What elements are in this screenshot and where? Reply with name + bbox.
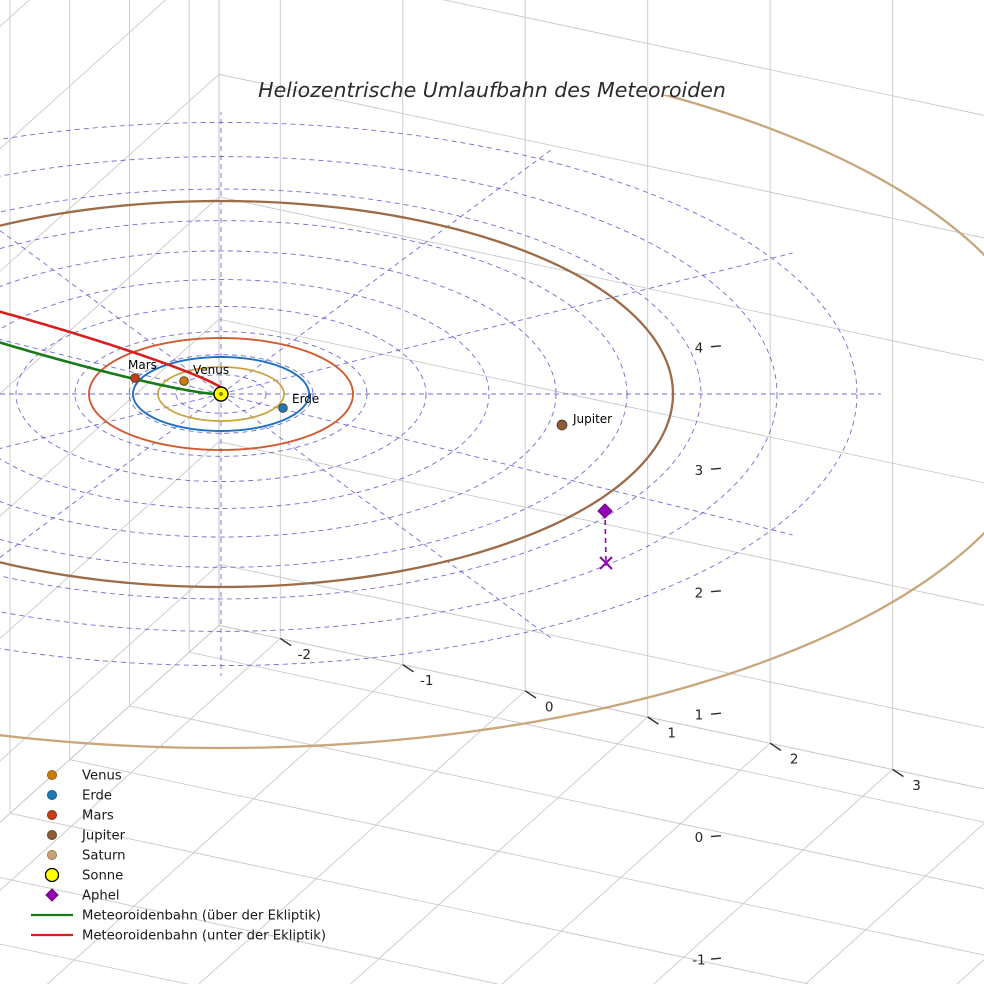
legend-marker-6 (45, 888, 59, 902)
orbit-venus (157, 366, 285, 422)
legend-label-1: Erde (82, 789, 112, 804)
y-tick-label: 2 (790, 752, 799, 768)
y-tick-label-mark (892, 768, 904, 778)
legend-label-7: Meteoroidenbahn (über der Ekliptik) (82, 909, 321, 924)
legend-label-2: Mars (82, 809, 114, 824)
z-tick-label: 3 (695, 463, 704, 479)
wall-gridline (0, 563, 220, 762)
legend-label-0: Venus (82, 769, 122, 784)
orbit-erde (132, 356, 310, 432)
floor-gridline (349, 716, 648, 984)
floor-gridline (198, 690, 526, 984)
legend: Venus Erde Mars Jupiter Saturn Sonne Aphel Mete… (31, 769, 326, 944)
wall-gridline (0, 196, 220, 395)
orbit-saturn (0, 95, 984, 750)
z-tick-label-mark (710, 467, 721, 470)
body-marker-mars[interactable] (130, 373, 140, 383)
meteoroid-trajectory (0, 310, 227, 396)
wall-gridline (218, 441, 984, 606)
legend-marker-1 (47, 790, 58, 801)
z-tick-label: 1 (695, 708, 704, 724)
z-tick-label-mark (710, 590, 721, 593)
polar-grid-spoke (220, 393, 552, 639)
legend-marker-0 (47, 770, 58, 781)
body-marker-erde[interactable] (278, 403, 288, 413)
polar-grid-spoke (220, 252, 793, 395)
y-tick-label: 0 (545, 699, 554, 715)
z-tick-label-mark (710, 957, 721, 960)
wall-gridline (0, 318, 220, 517)
legend-label-4: Saturn (82, 849, 126, 864)
right-wall-pane (0, 0, 220, 823)
aphel-marker[interactable] (597, 503, 613, 519)
plot-title: Heliozentrische Umlaufbahn des Meteoroid… (258, 78, 726, 102)
planet-orbits (0, 95, 984, 750)
legend-marker-2 (47, 810, 58, 821)
floor-gridline (0, 943, 190, 984)
floor-gridline (69, 759, 984, 956)
wall-gridline (442, 0, 984, 116)
z-tick-label-mark (710, 834, 721, 838)
orbit-mars (88, 337, 354, 451)
axis-ticks: 23456789-2-101234543210-1-2-3 (279, 340, 921, 969)
legend-marker-5 (44, 867, 60, 883)
z-tick-label: -1 (692, 953, 705, 969)
floor-gridline (9, 812, 811, 984)
polar-grid-spoke (220, 149, 552, 395)
y-tick-label: 3 (912, 778, 921, 794)
y-tick-label: 1 (667, 726, 676, 742)
floor-gridline (0, 638, 281, 892)
legend-marker-3 (47, 830, 58, 841)
body-label-erde: Erde (292, 392, 319, 406)
floor-gridline (0, 877, 500, 984)
floor-gridline (804, 822, 984, 984)
z-tick-label-mark (710, 345, 721, 348)
y-tick-label-mark (524, 690, 537, 699)
floor-gridline (189, 651, 984, 823)
y-tick-label-mark (647, 716, 659, 725)
legend-label-8: Meteoroidenbahn (unter der Ekliptik) (82, 929, 326, 944)
body-label-jupiter: Jupiter (572, 412, 612, 426)
body-label-mars: Mars (128, 358, 157, 372)
wall-gridline (218, 196, 984, 361)
body-marker-jupiter[interactable] (556, 419, 568, 431)
z-tick-label: 0 (695, 830, 704, 846)
y-tick-label-mark (402, 664, 414, 673)
y-tick-label-mark (279, 637, 292, 647)
floor-gridline (129, 705, 984, 890)
legend-label-5: Sonne (82, 869, 123, 884)
sun-core (218, 391, 224, 397)
z-tick-label: 2 (695, 585, 704, 601)
body-marker-venus[interactable] (179, 376, 189, 386)
celestial-bodies: Venus Erde Mars Jupiter (128, 358, 613, 570)
floor-gridline (46, 664, 404, 984)
legend-label-6: Aphel (82, 889, 120, 904)
y-tick-label: -1 (420, 673, 433, 689)
floor-gridline (501, 742, 771, 984)
legend-marker-4 (47, 850, 58, 861)
z-tick-label: 4 (695, 340, 704, 356)
trajectory-below-ecliptic (0, 310, 227, 396)
polar-grid-spoke (220, 393, 793, 536)
wall-gridline (0, 0, 167, 150)
z-tick-label-mark (710, 712, 721, 715)
trajectory-above-ecliptic (0, 341, 223, 396)
wall-gridline (0, 441, 220, 640)
aphel-projection-marker (599, 556, 613, 570)
legend-label-3: Jupiter (81, 829, 126, 844)
body-label-venus: Venus (193, 363, 229, 377)
wall-gridline (218, 563, 984, 729)
y-tick-label-mark (769, 742, 782, 751)
wall-gridline (0, 73, 220, 272)
floor-gridline (653, 769, 893, 984)
wall-gridline (218, 73, 984, 239)
y-tick-label: -2 (298, 647, 311, 663)
orbit-jupiter (0, 199, 675, 589)
polar-grid (0, 112, 881, 676)
